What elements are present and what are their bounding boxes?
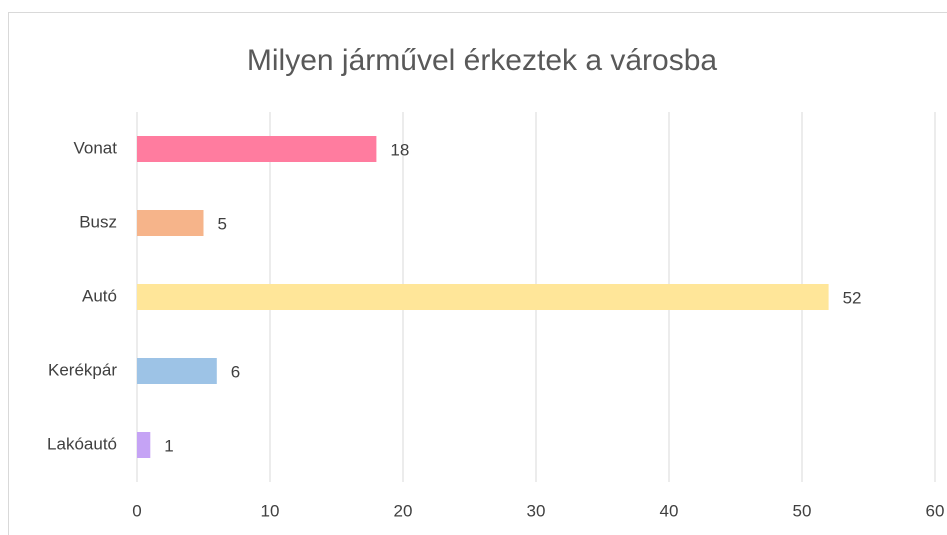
- data-label: 5: [218, 214, 227, 233]
- y-tick-label: Kerékpár: [48, 360, 117, 379]
- y-tick-label: Vonat: [74, 138, 118, 157]
- bar: [137, 210, 204, 236]
- bar: [137, 358, 217, 384]
- bar: [137, 284, 829, 310]
- x-tick-label: 40: [660, 501, 679, 520]
- y-tick-label: Busz: [79, 212, 117, 231]
- data-label: 6: [231, 362, 240, 381]
- x-tick-label: 20: [394, 501, 413, 520]
- y-tick-label: Lakóautó: [47, 434, 117, 453]
- bar: [137, 432, 151, 458]
- y-tick-label: Autó: [82, 286, 117, 305]
- x-tick-label: 50: [793, 501, 812, 520]
- chart-title: Milyen járművel érkeztek a városba: [247, 44, 718, 77]
- data-label: 18: [390, 140, 409, 159]
- x-tick-label: 60: [926, 501, 945, 520]
- bar: [137, 136, 377, 162]
- data-label: 52: [843, 288, 862, 307]
- data-label: 1: [164, 436, 173, 455]
- chart-frame: [8, 12, 947, 535]
- x-tick-label: 30: [527, 501, 546, 520]
- x-tick-label: 0: [132, 501, 141, 520]
- x-tick-label: 10: [261, 501, 280, 520]
